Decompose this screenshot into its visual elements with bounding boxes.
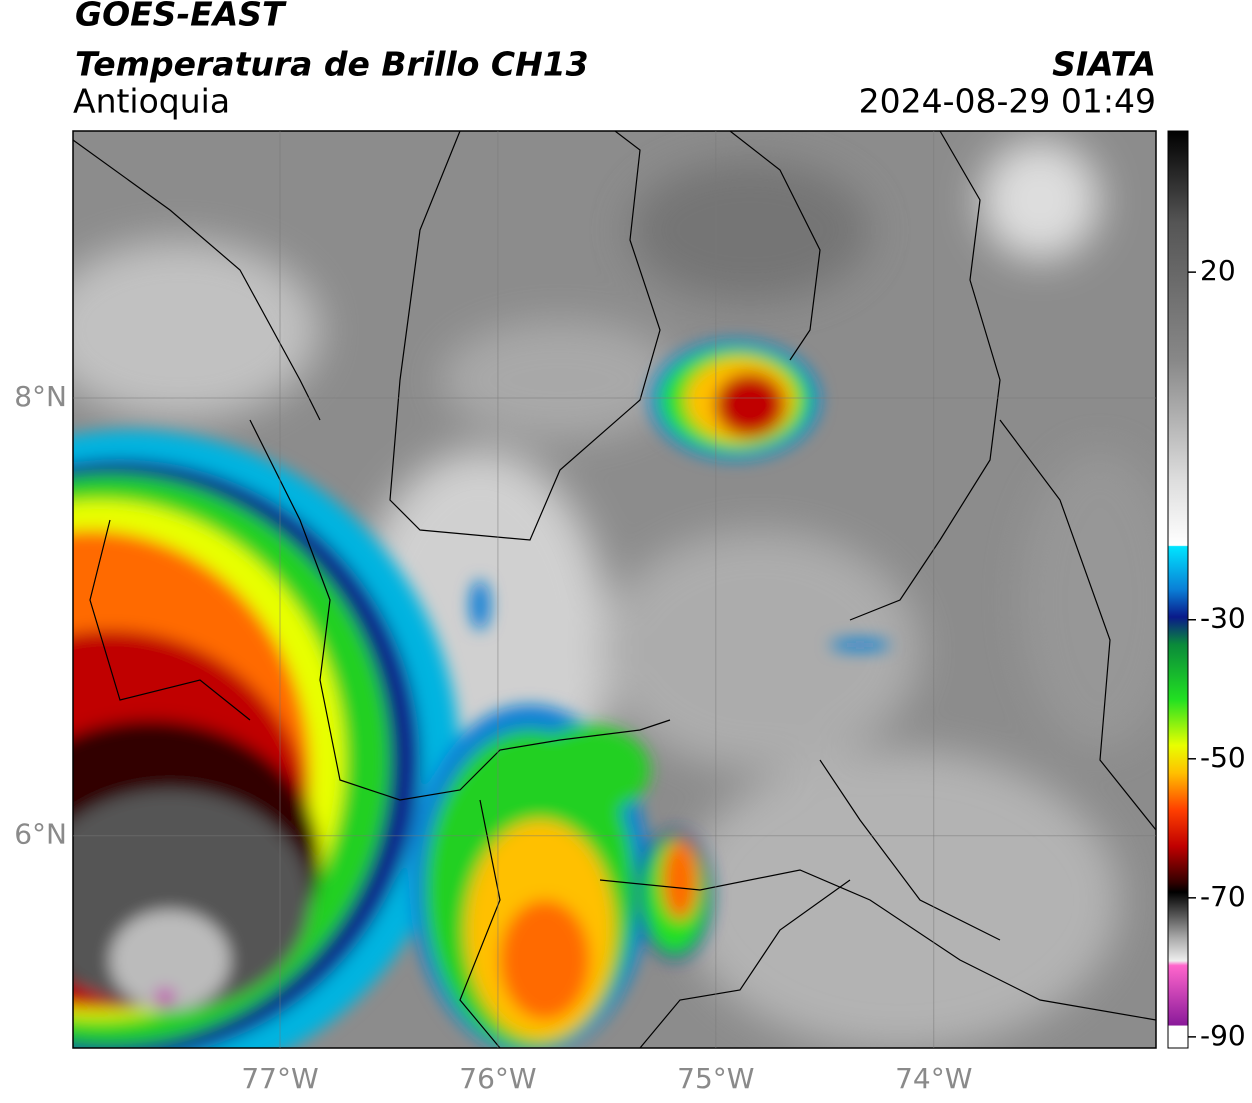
x-tick-label: 76°W (459, 1062, 536, 1095)
x-tick-label: 77°W (241, 1062, 318, 1095)
datetime: 2024-08-29 01:49 (859, 82, 1156, 121)
satellite-image (73, 131, 1156, 1048)
colorbar-tick-label: -90 (1200, 1019, 1246, 1052)
product: Temperatura de Brillo CH13 (75, 45, 589, 84)
colorbar-tick-label: -70 (1200, 880, 1246, 913)
source: SIATA (1052, 45, 1156, 84)
colorbar (1167, 130, 1189, 1049)
y-tick-label: 8°N (14, 380, 67, 413)
x-tick-label: 75°W (677, 1062, 754, 1095)
satellite: GOES-EAST (75, 0, 287, 34)
colorbar-tick-label: 20 (1200, 254, 1236, 287)
x-tick-label: 74°W (895, 1062, 972, 1095)
colorbar-tick-label: -50 (1200, 741, 1246, 774)
region: Antioquia (73, 82, 230, 121)
colorbar-tick-label: -30 (1200, 602, 1246, 635)
map-frame (72, 130, 1157, 1049)
y-tick-label: 6°N (14, 818, 67, 851)
